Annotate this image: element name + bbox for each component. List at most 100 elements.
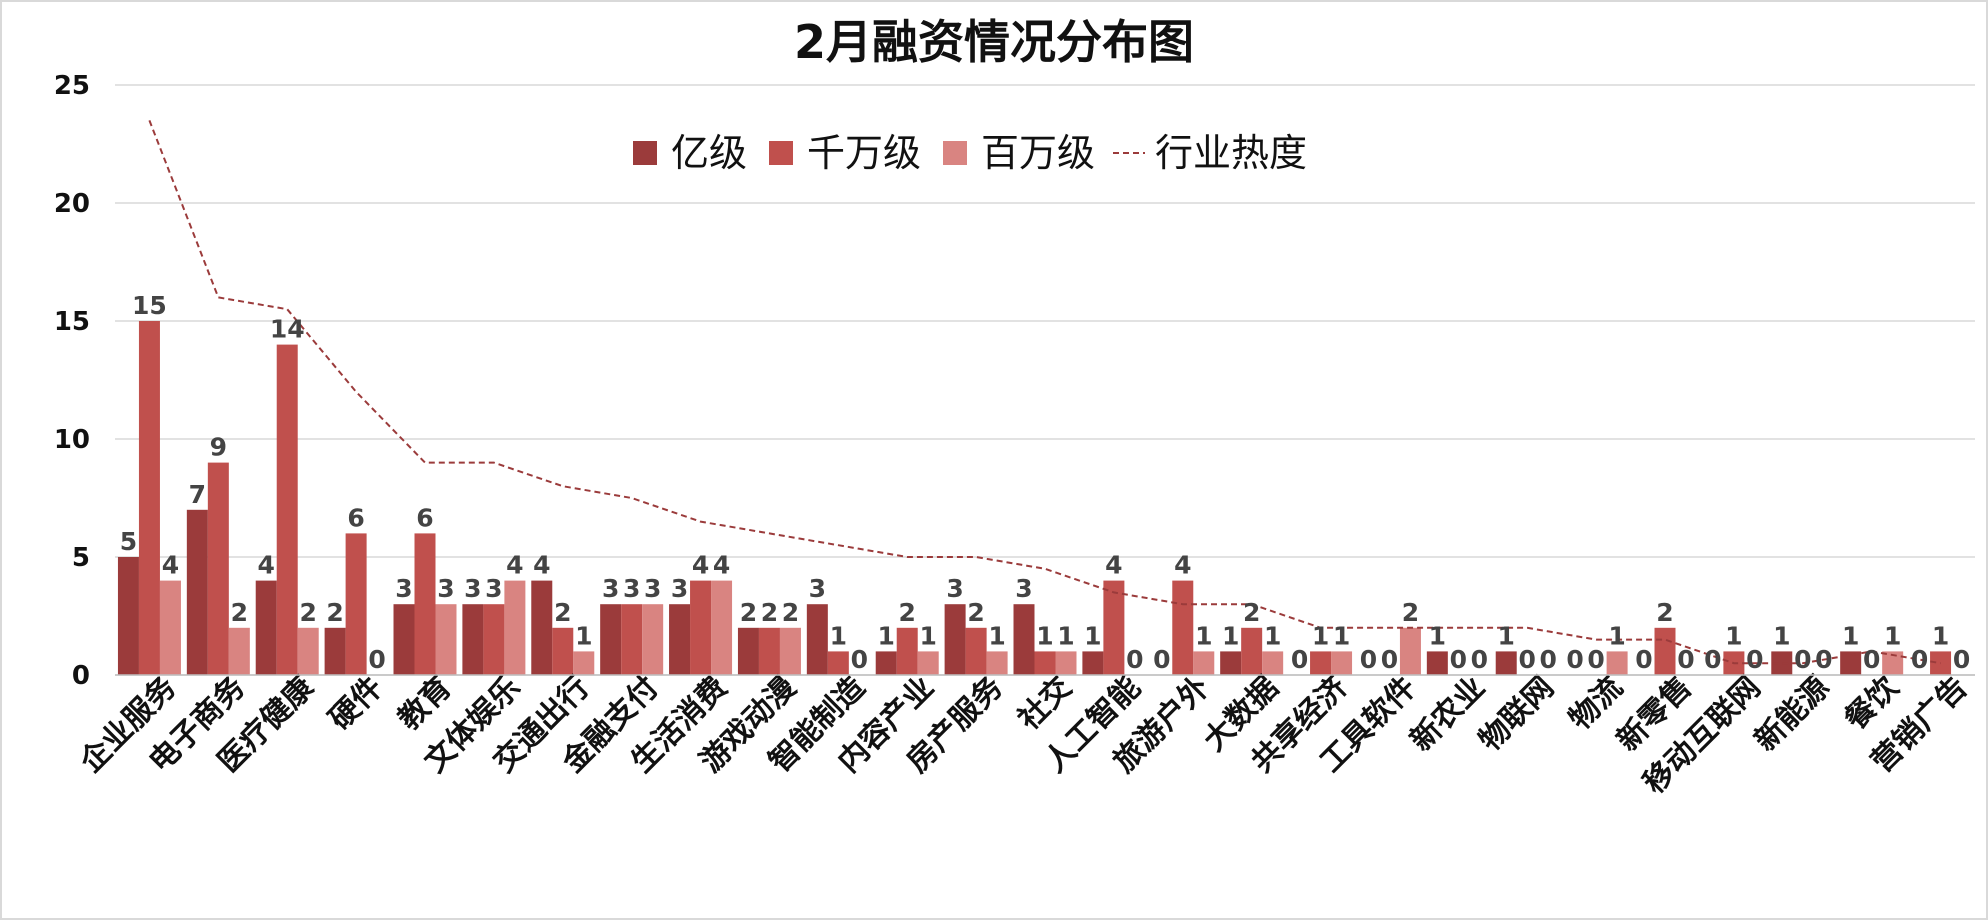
bar-value-label: 0: [1519, 645, 1536, 674]
bar: [1399, 627, 1421, 675]
y-axis: 0 5 10 15 20 25: [54, 71, 90, 691]
bar: [297, 627, 319, 675]
bar-value-label: 3: [623, 574, 640, 603]
bar-value-label: 1: [1842, 621, 1859, 650]
bar: [1495, 651, 1517, 675]
bar: [1654, 627, 1676, 675]
bar-value-label: 0: [1566, 645, 1583, 674]
bar-value-label: 1: [1932, 621, 1949, 650]
bar-value-label: 0: [1450, 645, 1467, 674]
bar: [435, 604, 457, 675]
bar-value-label: 2: [554, 598, 571, 627]
bar-value-label: 1: [1429, 621, 1446, 650]
bar-value-label: 3: [485, 574, 502, 603]
bar: [276, 344, 298, 675]
bar: [1193, 651, 1215, 675]
bar: [1840, 651, 1862, 675]
bar-value-label: 6: [416, 503, 433, 532]
bar-value-label: 7: [189, 480, 206, 509]
bar: [737, 627, 759, 675]
bar-value-label: 0: [1794, 645, 1811, 674]
bar: [642, 604, 664, 675]
bar: [1882, 651, 1904, 675]
bar: [345, 533, 367, 675]
bar-value-label: 1: [1884, 621, 1901, 650]
bar-value-label: 1: [1084, 621, 1101, 650]
bar-value-label: 1: [575, 621, 592, 650]
bar: [1055, 651, 1077, 675]
bar: [483, 604, 505, 675]
y-tick-label: 5: [72, 543, 90, 573]
bar-value-label: 0: [368, 645, 385, 674]
bar: [552, 627, 574, 675]
bar-value-label: 3: [464, 574, 481, 603]
bar-value-label: 1: [1195, 621, 1212, 650]
bar-value-label: 4: [162, 551, 179, 580]
bar-value-label: 4: [1174, 551, 1191, 580]
bar: [944, 604, 966, 675]
bar: [393, 604, 415, 675]
bar-value-label: 0: [1540, 645, 1557, 674]
bar-value-label: 0: [1677, 645, 1694, 674]
bar-value-label: 1: [1057, 621, 1074, 650]
legend-label: 百万级: [981, 131, 1095, 175]
bar: [462, 604, 484, 675]
bar: [1034, 651, 1056, 675]
bar: [504, 580, 526, 675]
bar: [414, 533, 436, 675]
bar-value-label: 3: [1015, 574, 1032, 603]
bar: [1103, 580, 1125, 675]
bar-value-label: 2: [740, 598, 757, 627]
bar: [1082, 651, 1104, 675]
bar: [806, 604, 828, 675]
bar-value-label: 2: [782, 598, 799, 627]
bar: [965, 627, 987, 675]
line-group: [148, 120, 1941, 665]
bar-value-label: 1: [1264, 621, 1281, 650]
bar-value-label: 0: [1911, 645, 1928, 674]
bar-value-label: 3: [644, 574, 661, 603]
bar: [600, 604, 622, 675]
bar: [159, 580, 181, 675]
bar-value-label: 2: [1243, 598, 1260, 627]
bar-value-label: 4: [713, 551, 730, 580]
bar: [896, 627, 918, 675]
bar: [669, 604, 691, 675]
legend: 亿级 千万级 百万级 行业热度: [633, 131, 1307, 175]
y-tick-label: 25: [54, 71, 90, 101]
bar: [255, 580, 277, 675]
bar: [1172, 580, 1194, 675]
bar-value-label: 4: [506, 551, 523, 580]
bar-value-label: 5: [120, 527, 137, 556]
bar-value-label: 0: [1471, 645, 1488, 674]
legend-swatch: [633, 141, 657, 165]
bar-value-label: 0: [1863, 645, 1880, 674]
legend-label: 行业热度: [1155, 131, 1307, 175]
bar-value-label: 0: [1587, 645, 1604, 674]
bar: [1013, 604, 1035, 675]
bar: [621, 604, 643, 675]
bar-value-label: 0: [1815, 645, 1832, 674]
bar-value-label: 1: [1312, 621, 1329, 650]
bar: [186, 509, 208, 675]
bar-value-label: 4: [533, 551, 550, 580]
bar: [779, 627, 801, 675]
bar-value-label: 3: [809, 574, 826, 603]
bar: [711, 580, 733, 675]
bar: [1262, 651, 1284, 675]
legend-label: 亿级: [671, 131, 747, 175]
bar-value-label: 2: [1402, 598, 1419, 627]
chart-title: 2月融资情况分布图: [794, 15, 1194, 69]
bars-group: [117, 321, 1952, 675]
y-tick-label: 20: [54, 189, 90, 219]
bar-value-label: 1: [830, 621, 847, 650]
bar: [1771, 651, 1793, 675]
legend-label: 千万级: [807, 131, 921, 175]
bar: [1331, 651, 1353, 675]
bar: [875, 651, 897, 675]
bar-value-label: 0: [1381, 645, 1398, 674]
bar-value-label: 1: [1222, 621, 1239, 650]
